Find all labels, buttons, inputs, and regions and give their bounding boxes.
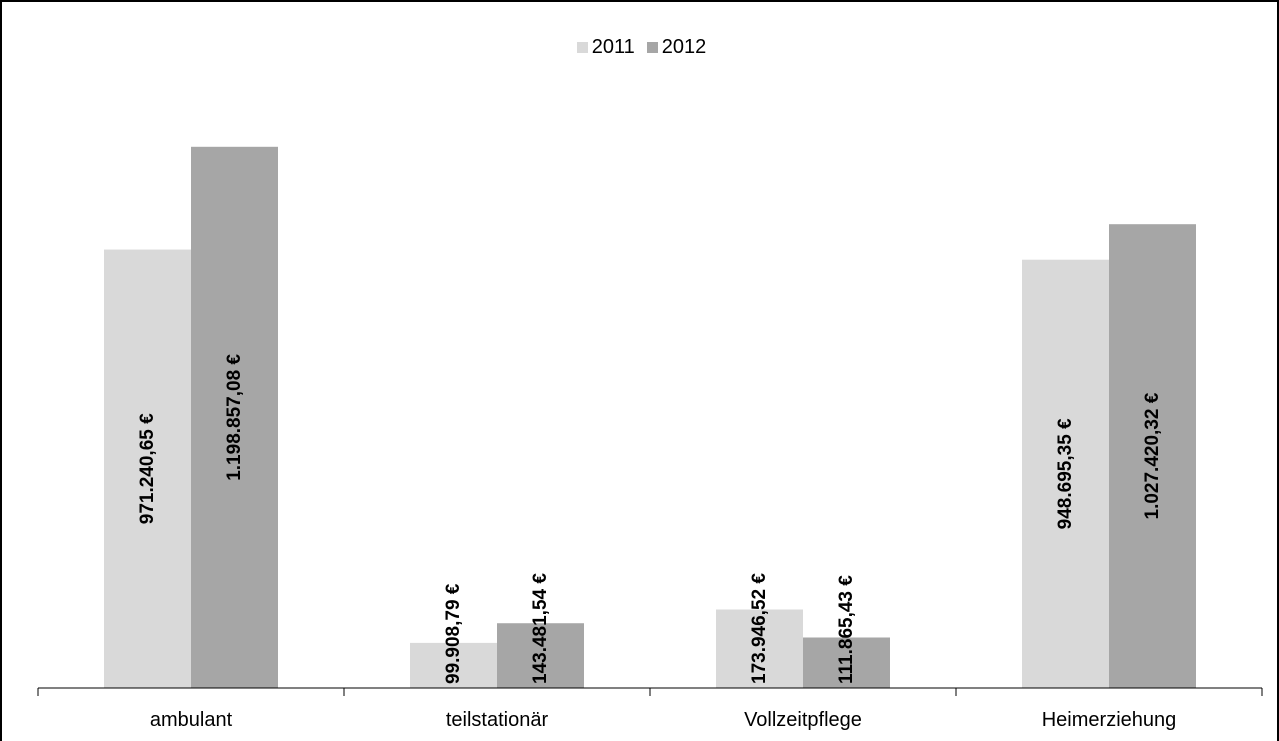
bar-label-2012-2: 111.865,43 € (836, 575, 857, 684)
bar-label-2012-3: 1.027.420,32 € (1142, 392, 1163, 519)
bar-2011-0 (104, 249, 191, 689)
bar-label-2012-1: 143.481,54 € (530, 573, 551, 684)
bar-label-2012-0: 1.198.857,08 € (224, 354, 245, 481)
bar-label-2011-0: 971.240,65 € (137, 413, 158, 524)
bar-2011-1 (410, 642, 497, 688)
legend-item-2012: 2012 (646, 36, 707, 59)
bar-label-2011-1: 99.908,79 € (443, 583, 464, 684)
legend-label-2012: 2012 (661, 36, 707, 58)
legend: 2011 2012 (2, 36, 1279, 59)
legend-swatch-2011 (576, 42, 588, 53)
x-tick-label-3: Heimerziehung (1042, 709, 1177, 731)
bar-2011-2 (716, 609, 803, 688)
x-tick-label-1: teilstationär (446, 709, 549, 731)
x-tick-label-2: Vollzeitpflege (744, 709, 862, 731)
x-tick-label-0: ambulant (150, 709, 233, 731)
bar-2012-0 (191, 146, 278, 689)
legend-swatch-2012 (646, 42, 658, 53)
bar-2012-2 (803, 637, 890, 688)
legend-item-2011: 2011 (576, 36, 635, 59)
bar-2012-3 (1109, 224, 1196, 688)
bar-label-2011-3: 948.695,35 € (1055, 418, 1076, 529)
bar-2011-3 (1022, 259, 1109, 688)
bar-2012-1 (497, 623, 584, 688)
legend-label-2011: 2011 (591, 36, 635, 58)
bar-label-2011-2: 173.946,52 € (749, 573, 770, 684)
